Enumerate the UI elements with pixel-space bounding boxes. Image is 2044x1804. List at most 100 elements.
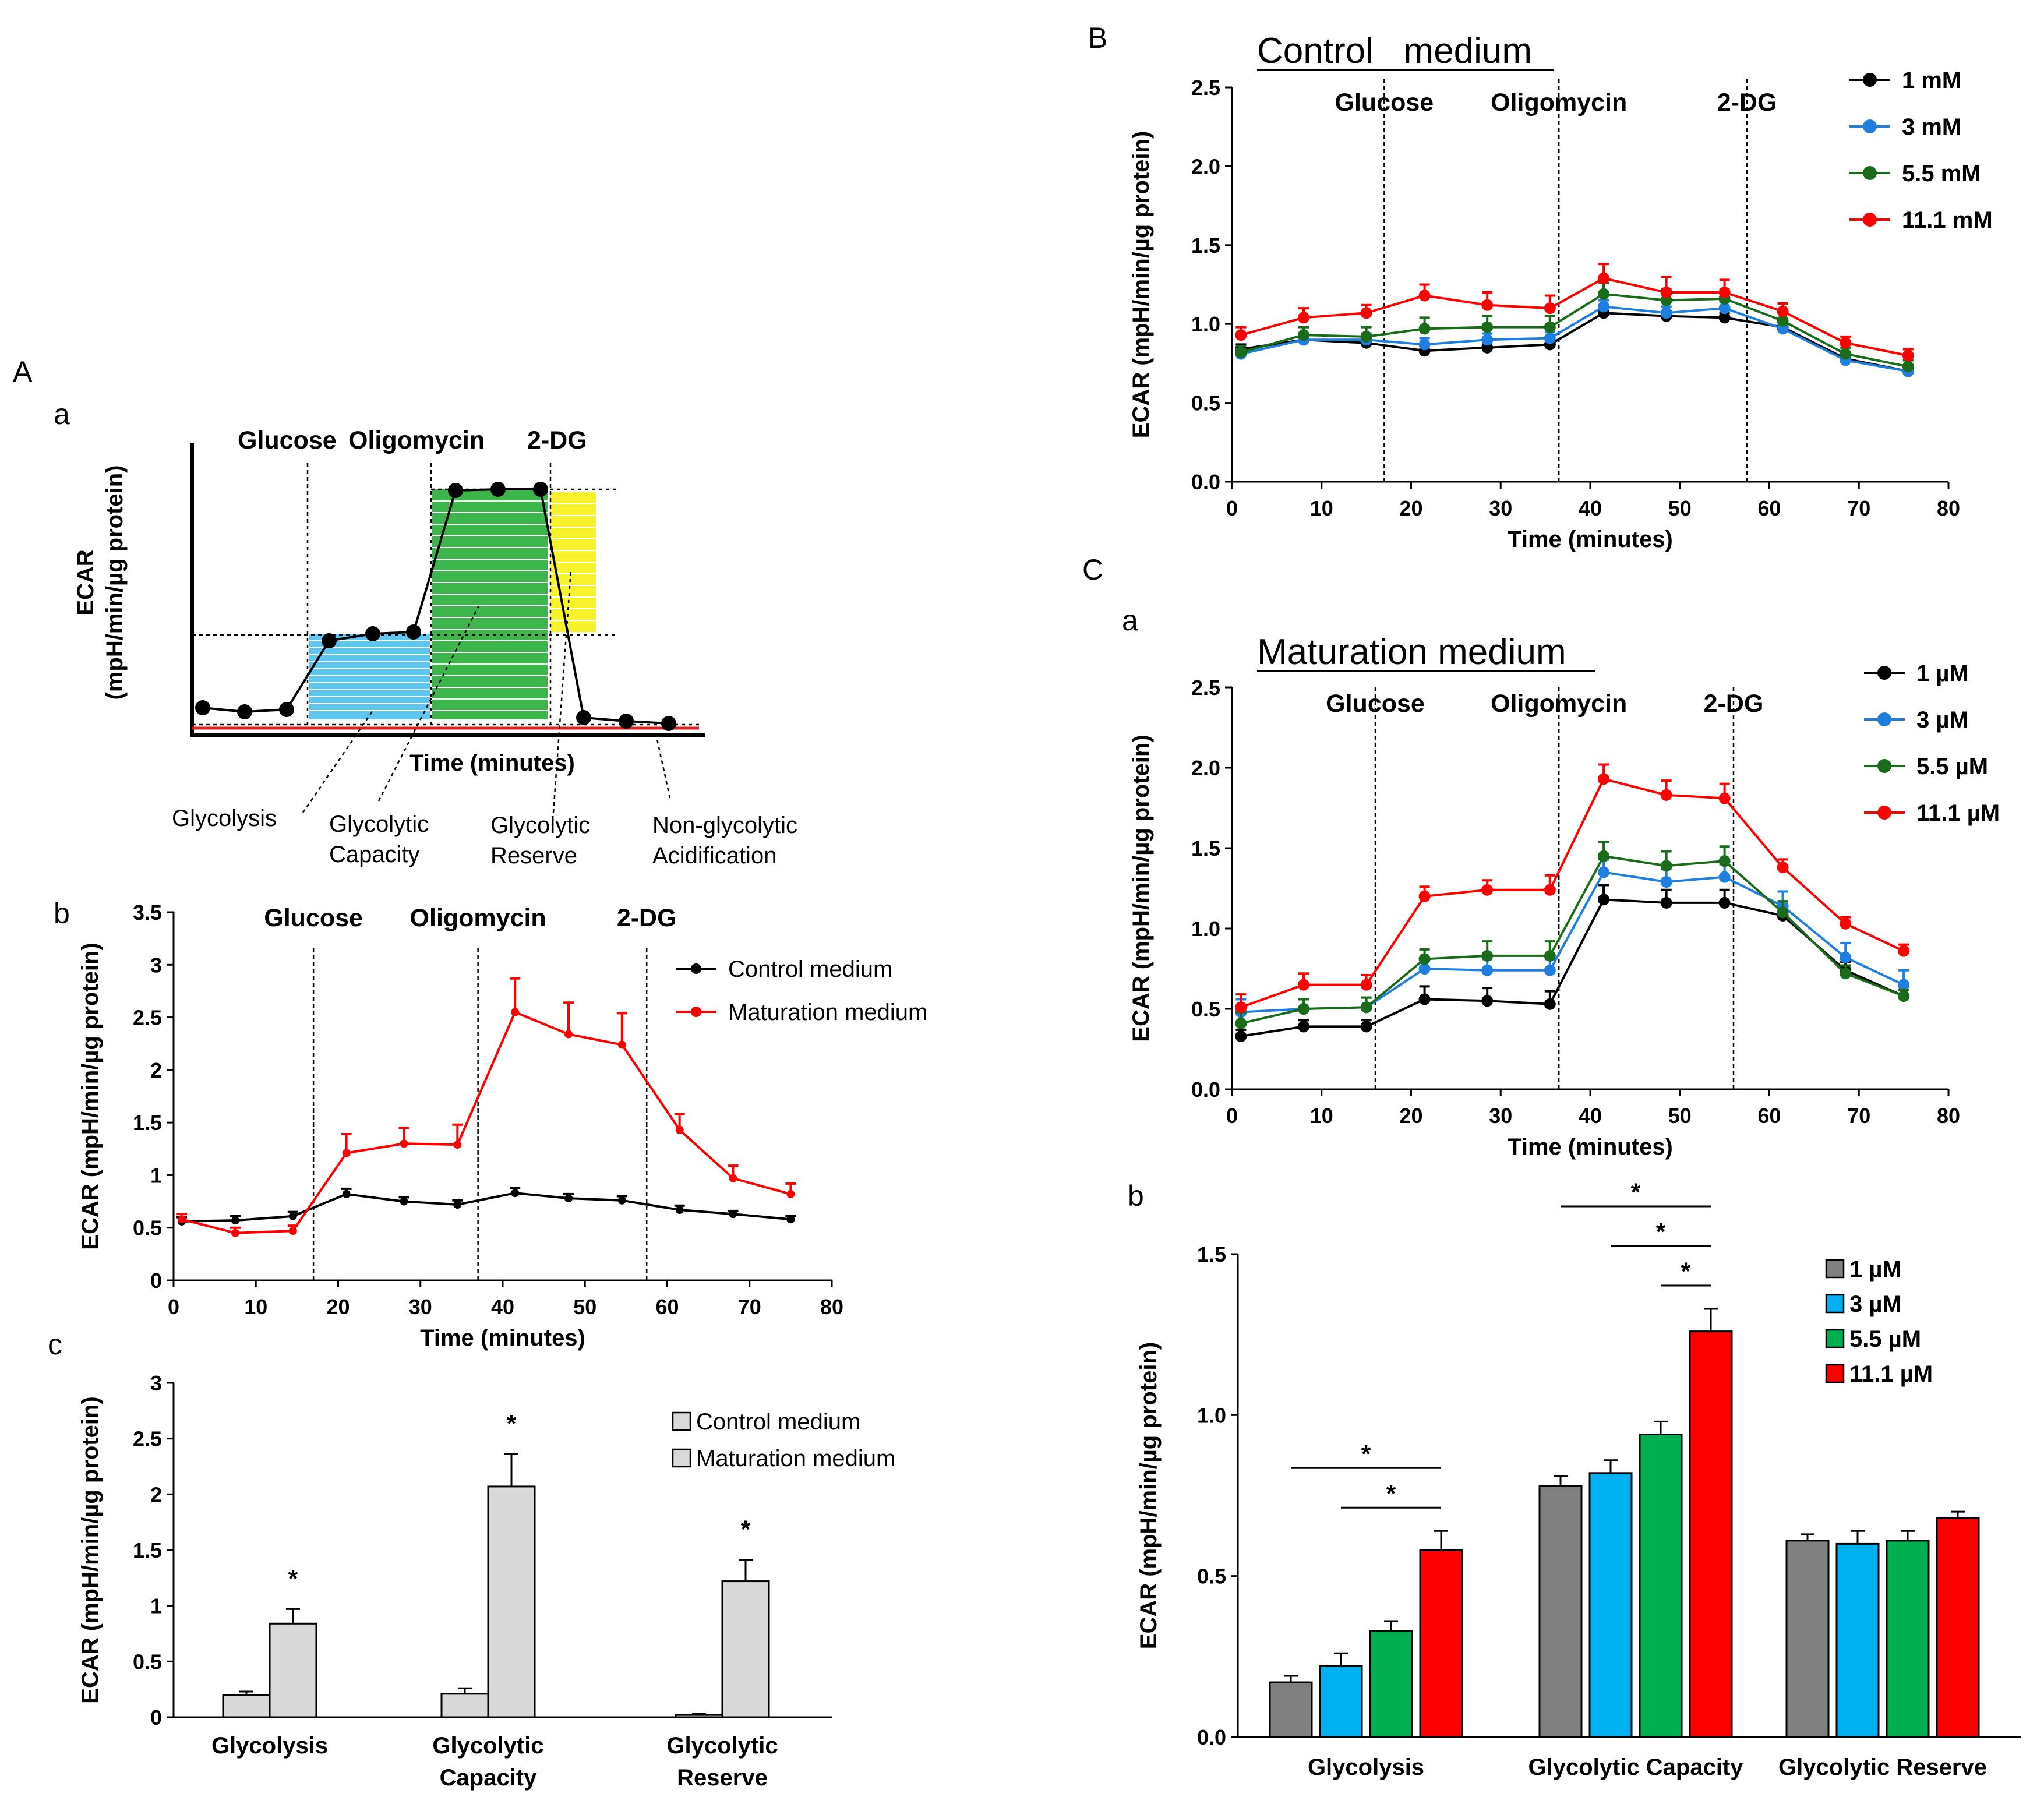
y-tick-label: 1 (150, 1594, 162, 1618)
legend-marker (691, 963, 701, 974)
x-tick-label: 80 (1937, 496, 1960, 520)
series-line (1240, 277, 1909, 357)
y-tick-label: 1.5 (1191, 234, 1220, 257)
series-line (1241, 312, 1909, 373)
schematic-capacity-area (432, 489, 548, 719)
panel-labels: A a b c B C a b (13, 22, 1144, 1361)
data-point (1360, 307, 1372, 319)
data-point (786, 1215, 795, 1224)
marker-label: 2-DG (617, 904, 677, 932)
series-11.1 mM (1235, 263, 1914, 362)
legend-marker (1863, 166, 1877, 180)
series-Control medium (176, 1187, 796, 1226)
significance-mark: * (1386, 1480, 1396, 1508)
category-label: Glycolysis (1308, 1754, 1424, 1780)
bar (1319, 1665, 1363, 1738)
data-point (1898, 990, 1910, 1002)
schematic-label-reserve-2: Reserve (490, 843, 577, 869)
data-point (400, 1139, 408, 1148)
series-line (1241, 871, 1904, 1014)
data-point (1481, 299, 1494, 311)
legend-label: 5.5 µM (1849, 1326, 1921, 1352)
schematic-xlabel: Time (minutes) (409, 750, 575, 776)
data-point (1544, 302, 1556, 315)
data-point (1544, 998, 1556, 1010)
schematic-points (195, 482, 676, 731)
charts: 0 0.5 1 1.5 2 2.5 3 3.5 ECAR (mpH/min/µg protein… (77, 31, 2021, 1791)
data-point (1298, 329, 1309, 341)
data-point (1777, 862, 1789, 874)
y-tick-label: 2.5 (1191, 676, 1220, 700)
schematic-label-nonglyc-2: Acidification (652, 843, 776, 869)
x-axis-title: Time (minutes) (420, 1325, 585, 1351)
series-line (1241, 898, 1904, 1037)
data-point (675, 1125, 684, 1134)
panel-label-A: A (13, 355, 33, 388)
y-tick-label: 2.5 (133, 1006, 162, 1030)
series-Maturation medium (176, 977, 796, 1237)
y-tick-label: 0.0 (1191, 470, 1220, 494)
legend-label: 5.5 µM (1916, 754, 1988, 779)
series-line (1240, 777, 1904, 1009)
legend-swatch (1825, 1294, 1845, 1314)
x-tick-label: 10 (244, 1295, 267, 1319)
data-point (511, 1008, 520, 1016)
y-tick-label: 3 (150, 1371, 162, 1395)
legend-marker (1863, 213, 1877, 227)
y-tick-label: 1.5 (1191, 836, 1220, 860)
y-tick-label: 2.5 (1191, 76, 1220, 100)
legend-marker (1863, 73, 1877, 87)
y-tick-label: 0 (150, 1269, 162, 1293)
data-point (1298, 979, 1309, 991)
marker-label: Oligomycin (410, 904, 546, 932)
data-point (1418, 323, 1431, 335)
bar (1639, 1433, 1683, 1738)
x-tick-label: 10 (1310, 1104, 1333, 1128)
chart-B: 0.0 0.5 1.0 1.5 2.0 2.5 ECAR (mpH/min/µg prote… (1128, 31, 1993, 552)
x-tick-label: 0 (168, 1295, 179, 1319)
data-point (564, 1194, 573, 1203)
data-point (1544, 321, 1556, 333)
panel-label-Ab: b (54, 897, 70, 930)
y-tick-label: 0.5 (133, 1216, 162, 1240)
legend-marker (1877, 759, 1891, 773)
x-tick-label: 70 (738, 1295, 761, 1319)
data-point (1418, 890, 1431, 902)
data-point (1718, 792, 1731, 804)
legend-label: 11.1 µM (1849, 1361, 1933, 1387)
data-point (1598, 850, 1610, 862)
data-point (1544, 949, 1556, 962)
data-point (1360, 1001, 1372, 1014)
legend-label: Control medium (696, 1409, 860, 1435)
data-point (1777, 906, 1789, 919)
legend-swatch (672, 1411, 691, 1431)
data-point (342, 1149, 351, 1157)
legend-label: Maturation medium (728, 1000, 927, 1025)
series-line (1240, 305, 1909, 373)
data-point (400, 1197, 408, 1206)
series-line (182, 1192, 791, 1223)
legend-marker (1863, 119, 1877, 133)
data-point (231, 1216, 239, 1225)
data-point (1235, 1001, 1247, 1014)
y-tick-label: 3 (150, 953, 162, 977)
data-point (178, 1215, 186, 1224)
bar (1835, 1542, 1880, 1738)
legend-marker (691, 1007, 701, 1017)
x-axis-title: Time (minutes) (1508, 1134, 1673, 1160)
data-point (1544, 884, 1556, 896)
series-line (1240, 292, 1909, 368)
marker-label: Glucose (1335, 89, 1434, 116)
legend-marker (1877, 712, 1891, 726)
x-tick-label: 60 (655, 1295, 679, 1319)
data-point (1660, 789, 1672, 801)
significance-mark: * (1656, 1218, 1666, 1246)
panel-label-Cb: b (1128, 1180, 1144, 1212)
y-tick-label: 0.0 (1191, 1078, 1220, 1102)
data-point (1598, 866, 1610, 878)
marker-label: Oligomycin (1491, 690, 1627, 718)
data-point (1360, 1021, 1372, 1033)
data-point (729, 1210, 737, 1219)
schematic-label-glycolysis: Glycolysis (172, 806, 277, 831)
x-tick-label: 20 (326, 1295, 350, 1319)
